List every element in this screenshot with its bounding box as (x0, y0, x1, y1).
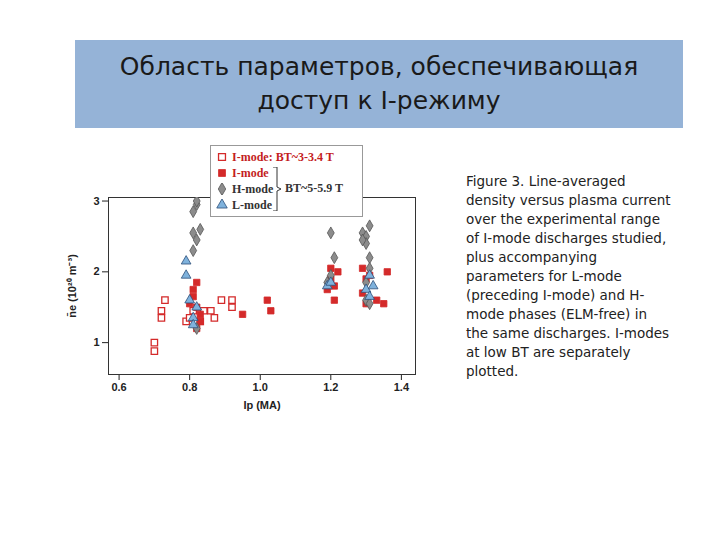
html-text:I-mode: I-mode (232, 165, 269, 180)
svg-text:3: 3 (93, 195, 99, 207)
svg-text:1: 1 (93, 336, 99, 348)
html-text:Область параметров, обеспечива: Область параметров, обеспечивающая досту… (119, 52, 639, 115)
svg-text:n̄e (10²⁰ m⁻³): n̄e (10²⁰ m⁻³) (66, 254, 78, 318)
html-text:L-mode: L-mode (232, 197, 272, 212)
svg-text:1.4: 1.4 (394, 381, 410, 393)
html-text:Figure 3. Line-averaged densit: Figure 3. Line-averaged density versus p… (466, 173, 671, 379)
html-text:H-mode: H-mode (232, 181, 274, 196)
html-text:BT~5-5.9 T: BT~5-5.9 T (285, 181, 343, 195)
svg-text:0.6: 0.6 (111, 381, 126, 393)
svg-text:1.0: 1.0 (253, 381, 268, 393)
html-text:I-mode: BT~3-3.4 T: I-mode: BT~3-3.4 T (232, 149, 334, 164)
svg-text:Ip (MA): Ip (MA) (243, 399, 281, 411)
svg-text:0.8: 0.8 (182, 381, 197, 393)
svg-text:2: 2 (93, 265, 99, 277)
svg-text:1.2: 1.2 (323, 381, 338, 393)
